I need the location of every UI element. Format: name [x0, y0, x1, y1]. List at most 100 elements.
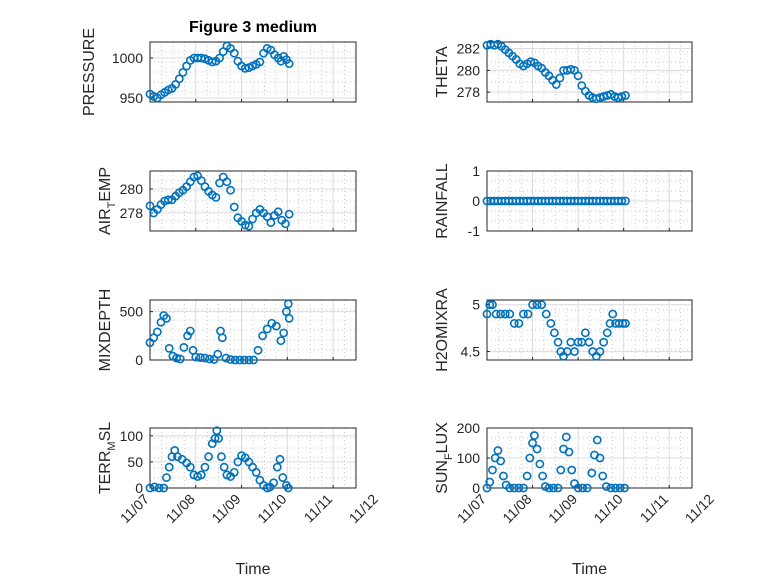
- y-axis-label-main: RAINFALL: [434, 163, 451, 239]
- y-tick-label: -1: [468, 223, 481, 239]
- plot-area: [149, 427, 357, 489]
- data-point: [549, 483, 558, 493]
- data-point: [535, 459, 545, 469]
- x-tick-label: 11/11: [301, 491, 336, 526]
- data-point: [204, 452, 213, 462]
- data-point: [215, 53, 224, 63]
- data-point: [271, 321, 281, 331]
- data-point: [283, 483, 293, 493]
- data-point: [217, 452, 226, 462]
- data-point: [498, 471, 508, 481]
- data-point: [605, 319, 615, 328]
- data-point: [496, 309, 506, 319]
- data-point: [273, 207, 283, 217]
- data-point: [573, 483, 583, 493]
- y-axis-label: H2OMIXRA: [434, 288, 451, 372]
- data-point: [485, 477, 495, 487]
- y-axis-label-tail: SL: [97, 422, 114, 442]
- data-point: [229, 48, 239, 58]
- data-point: [221, 353, 231, 363]
- data-point: [541, 309, 551, 319]
- subplot-5: 0 500 MIXDEPTH: [97, 289, 357, 371]
- data-point: [219, 462, 229, 472]
- data-point: [618, 319, 628, 328]
- x-axis-label: Time: [236, 561, 271, 578]
- data-point: [249, 355, 258, 365]
- data-point: [185, 462, 195, 472]
- axes-frame: [486, 299, 693, 361]
- data-point: [200, 353, 210, 363]
- data-point: [529, 431, 539, 440]
- data-point: [191, 352, 201, 362]
- data-point: [500, 309, 510, 319]
- data-point: [556, 465, 566, 475]
- y-tick-label: 282: [457, 41, 481, 57]
- data-point: [538, 471, 547, 481]
- data-point: [154, 483, 164, 493]
- data-point: [235, 355, 245, 365]
- data-point: [522, 471, 532, 481]
- data-point: [239, 355, 249, 365]
- data-point: [217, 333, 227, 343]
- data-point: [272, 462, 282, 472]
- data-point: [226, 185, 235, 195]
- plot-area: [149, 41, 357, 103]
- data-point: [179, 343, 189, 352]
- data-point: [174, 74, 184, 84]
- x-tick-label: 11/10: [254, 491, 290, 527]
- data-point: [532, 444, 542, 454]
- y-tick-label: 278: [120, 205, 144, 221]
- data-point: [173, 452, 182, 462]
- data-point: [281, 219, 290, 229]
- y-tick-label: 5: [472, 297, 480, 313]
- x-axis-label: Time: [572, 561, 607, 578]
- y-axis-label-subscript: F: [443, 453, 455, 460]
- data-point: [211, 192, 221, 202]
- data-point: [278, 473, 288, 482]
- y-tick-label: 0: [135, 352, 143, 368]
- data-point: [283, 299, 293, 309]
- data-point: [162, 473, 171, 482]
- data-point: [573, 71, 583, 81]
- data-point: [164, 343, 174, 353]
- y-axis-label: TERRMSL: [97, 422, 118, 494]
- x-tick-label: 11/08: [163, 491, 199, 527]
- y-tick-label: 950: [120, 90, 144, 106]
- y-axis-label: THETA: [434, 46, 451, 98]
- data-point: [611, 483, 620, 493]
- y-tick-label: 100: [120, 428, 144, 444]
- y-tick-label: 0: [472, 480, 480, 496]
- x-tick-label: 11/12: [346, 491, 382, 527]
- data-point: [253, 345, 263, 355]
- data-point: [509, 483, 519, 493]
- data-point: [601, 482, 611, 491]
- data-point: [150, 482, 159, 492]
- data-point: [482, 309, 492, 319]
- y-axis-label-tail: EMP: [97, 167, 114, 202]
- data-point: [284, 313, 294, 323]
- y-tick-label: 0: [472, 193, 480, 209]
- data-point: [258, 331, 268, 341]
- data-point: [164, 462, 174, 472]
- y-tick-label: 4.5: [461, 344, 481, 360]
- data-point: [505, 483, 515, 493]
- data-point: [550, 328, 559, 338]
- data-point: [240, 64, 250, 73]
- data-point: [207, 57, 217, 67]
- data-point: [205, 354, 214, 364]
- data-point: [566, 64, 576, 74]
- axes-frame: [486, 41, 693, 103]
- data-point: [229, 467, 239, 477]
- y-tick-label: 280: [120, 181, 144, 197]
- data-point: [496, 456, 506, 466]
- data-point: [222, 177, 232, 187]
- data-point: [275, 454, 285, 464]
- data-point: [617, 196, 627, 206]
- x-tick-label: 11/07: [117, 491, 153, 527]
- data-point: [551, 80, 561, 89]
- y-axis-label: SUNFLUX: [434, 422, 455, 494]
- data-point: [620, 483, 629, 493]
